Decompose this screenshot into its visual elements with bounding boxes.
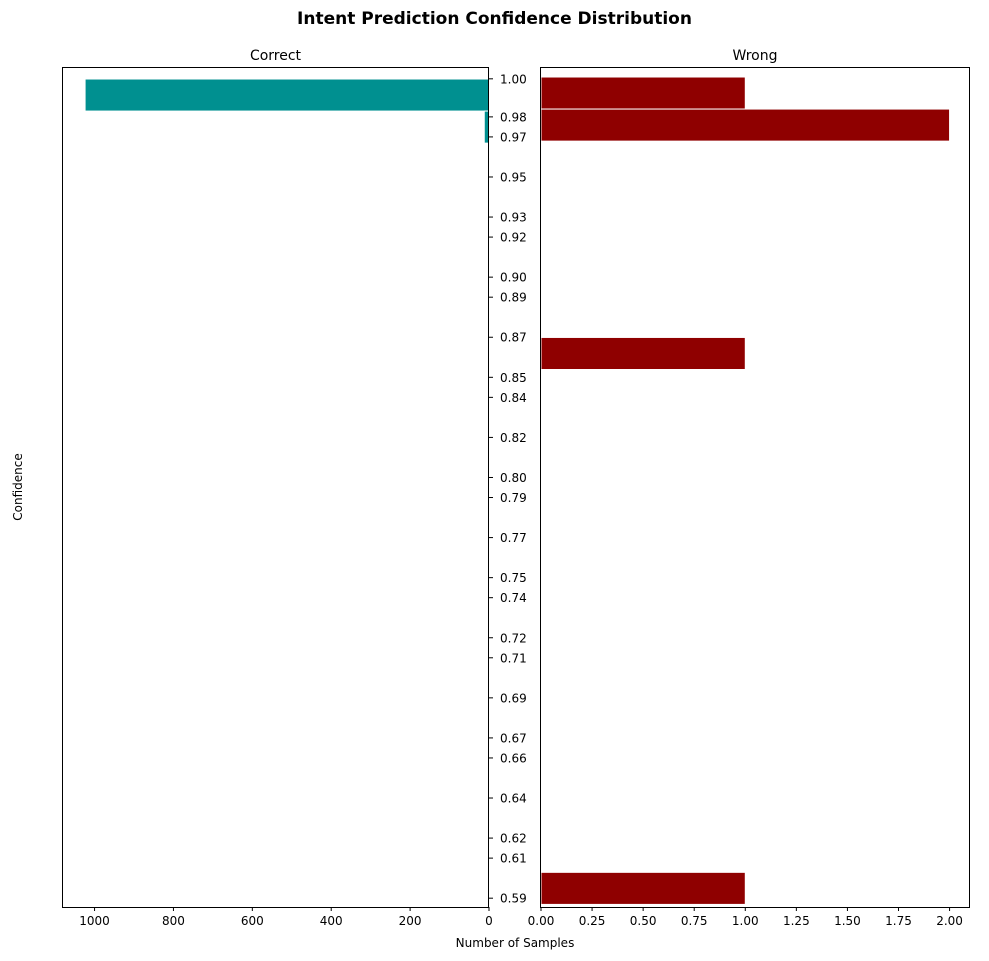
y-tick-label: 0.75 [500, 571, 527, 585]
y-tick-label: 0.80 [500, 471, 527, 485]
correct-x-tick-label: 200 [399, 914, 422, 928]
wrong-bars [540, 76, 951, 905]
wrong-x-tick-label: 1.50 [834, 914, 861, 928]
y-tick-label: 0.72 [500, 631, 527, 645]
y-tick-label: 0.71 [500, 651, 527, 665]
y-tick-label: 0.61 [500, 852, 527, 866]
wrong-x-tick-label: 0.00 [528, 914, 555, 928]
wrong-bar-0 [540, 76, 746, 110]
y-tick-label: 0.95 [500, 170, 527, 184]
y-tick-label: 0.79 [500, 491, 527, 505]
y-tick-label: 1.00 [500, 72, 527, 86]
correct-x-tick-label: 1000 [79, 914, 110, 928]
chart-title: Intent Prediction Confidence Distributio… [297, 9, 692, 29]
y-tick-label: 0.62 [500, 832, 527, 846]
correct-x-tick-label: 0 [485, 914, 493, 928]
y-tick-label: 0.66 [500, 751, 527, 765]
wrong-x-tick-label: 1.00 [732, 914, 759, 928]
y-tick-label: 0.67 [500, 731, 527, 745]
y-tick-label: 0.82 [500, 431, 527, 445]
correct-bars [84, 78, 490, 144]
wrong-x-ticks: 0.00 0.25 0.50 0.75 1.00 1.25 1.50 1.75 2.00 [528, 907, 963, 928]
y-tick-label: 0.74 [500, 591, 527, 605]
wrong-x-tick-label: 0.50 [630, 914, 657, 928]
y-tick-label: 0.85 [500, 371, 527, 385]
wrong-x-tick-label: 1.25 [783, 914, 810, 928]
wrong-x-tick-label: 1.75 [885, 914, 912, 928]
wrong-x-tick-label: 0.25 [579, 914, 606, 928]
y-axis-label: Confidence [11, 453, 25, 520]
y-tick-label: 0.59 [500, 892, 527, 906]
y-tick-label: 0.98 [500, 110, 527, 124]
y-tick-label: 0.97 [500, 130, 527, 144]
y-tick-label: 0.87 [500, 331, 527, 345]
panel-title-correct: Correct [250, 48, 302, 64]
wrong-x-tick-label: 2.00 [936, 914, 963, 928]
y-tick-label: 0.77 [500, 531, 527, 545]
y-tick-label: 0.93 [500, 211, 527, 225]
wrong-plot-frame [540, 67, 970, 908]
y-tick-label: 0.92 [500, 231, 527, 245]
correct-bar-0 [84, 78, 490, 112]
correct-x-tick-label: 800 [162, 914, 185, 928]
wrong-bar-3 [540, 871, 746, 905]
wrong-bar-2 [540, 336, 746, 371]
y-tick-label: 0.64 [500, 792, 527, 806]
correct-x-ticks: 0 200 400 600 800 1000 [79, 907, 493, 928]
wrong-x-tick-label: 0.75 [681, 914, 708, 928]
wrong-bar-1 [540, 108, 951, 142]
correct-x-tick-label: 400 [320, 914, 343, 928]
x-axis-label: Number of Samples [456, 936, 575, 950]
correct-plot-frame [62, 67, 489, 908]
panel-title-wrong: Wrong [733, 48, 778, 64]
y-tick-label: 0.90 [500, 271, 527, 285]
y-tick-label: 0.69 [500, 691, 527, 705]
y-tick-label: 0.89 [500, 291, 527, 305]
y-ticks: 1.00 0.98 0.97 0.95 0.93 0.92 0.90 0.89 0.87 0.85… [489, 72, 527, 906]
y-tick-label: 0.84 [500, 391, 527, 405]
correct-x-tick-label: 600 [241, 914, 264, 928]
